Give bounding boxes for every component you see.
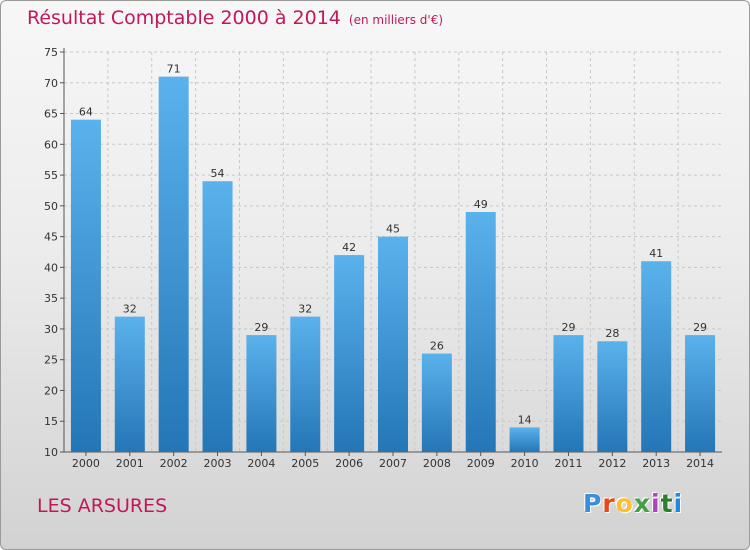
- logo-letter: t: [660, 489, 674, 518]
- x-tick-label-2011: 2011: [554, 457, 582, 470]
- x-tick-label-2000: 2000: [72, 457, 100, 470]
- value-label-2007: 45: [386, 223, 400, 236]
- y-tick-label: 55: [44, 169, 58, 182]
- bar-2008: [421, 353, 452, 452]
- bar-2014: [685, 335, 716, 452]
- value-label-2011: 29: [561, 321, 575, 334]
- value-label-2003: 54: [211, 167, 225, 180]
- y-tick-label: 35: [44, 292, 58, 305]
- x-tick-label-2006: 2006: [335, 457, 363, 470]
- commune-name: LES ARSURES: [37, 495, 168, 517]
- value-label-2002: 71: [167, 63, 181, 76]
- bar-2010: [509, 427, 540, 452]
- logo-letter: P: [583, 489, 603, 518]
- x-tick-label-2013: 2013: [642, 457, 670, 470]
- bar-2006: [334, 255, 365, 452]
- bar-2003: [202, 181, 233, 452]
- value-label-2006: 42: [342, 241, 356, 254]
- chart-title: Résultat Comptable 2000 à 2014 (en millie…: [27, 7, 443, 29]
- logo-letter: o: [615, 489, 634, 518]
- logo-letter: i: [651, 489, 661, 518]
- x-tick-label-2007: 2007: [379, 457, 407, 470]
- value-label-2000: 64: [79, 106, 93, 119]
- y-tick-label: 50: [44, 200, 58, 213]
- x-tick-label-2012: 2012: [598, 457, 626, 470]
- value-label-2013: 41: [649, 247, 663, 260]
- bar-2002: [158, 76, 189, 452]
- y-tick-label: 25: [44, 354, 58, 367]
- x-tick-label-2004: 2004: [247, 457, 275, 470]
- bar-2013: [641, 261, 672, 452]
- logo-letter: x: [633, 489, 651, 518]
- y-tick-label: 60: [44, 138, 58, 151]
- x-tick-label-2003: 2003: [204, 457, 232, 470]
- x-tick-label-2010: 2010: [511, 457, 539, 470]
- bars: [70, 76, 716, 452]
- y-tick-label: 20: [44, 384, 58, 397]
- x-tick-label-2001: 2001: [116, 457, 144, 470]
- proxiti-logo: Proxiti: [583, 489, 683, 518]
- value-label-2009: 49: [474, 198, 488, 211]
- value-label-2014: 29: [693, 321, 707, 334]
- bar-2012: [597, 341, 628, 452]
- value-label-2005: 32: [298, 303, 312, 316]
- bar-2001: [114, 316, 145, 452]
- x-tick-label-2002: 2002: [160, 457, 188, 470]
- value-label-2001: 32: [123, 303, 137, 316]
- y-tick-label: 65: [44, 108, 58, 121]
- value-labels: 64 32 71 54 29 32 42 45 26 49 14 29 28 41 29: [79, 63, 707, 427]
- title-unit: (en milliers d'€): [348, 13, 444, 27]
- bar-2009: [465, 212, 496, 452]
- bar-2005: [290, 316, 321, 452]
- logo-letter: i: [673, 489, 684, 518]
- value-label-2008: 26: [430, 340, 444, 353]
- x-tick-label-2014: 2014: [686, 457, 714, 470]
- y-tick-label: 40: [44, 261, 58, 274]
- y-tick-label: 30: [44, 323, 58, 336]
- title-main: Résultat Comptable 2000 à 2014: [27, 7, 341, 29]
- x-tick-label-2009: 2009: [467, 457, 495, 470]
- logo-letter: r: [602, 489, 616, 518]
- bar-2004: [246, 335, 277, 452]
- bar-2007: [378, 236, 408, 452]
- y-tick-label: 15: [44, 415, 58, 428]
- bar-2011: [553, 335, 584, 452]
- x-tick-label-2005: 2005: [291, 457, 319, 470]
- value-label-2010: 14: [518, 413, 532, 426]
- bar-2000: [70, 119, 101, 452]
- y-tick-label: 45: [44, 231, 58, 244]
- x-tick-label-2008: 2008: [423, 457, 451, 470]
- y-tick-label: 70: [44, 77, 58, 90]
- value-label-2004: 29: [254, 321, 268, 334]
- value-label-2012: 28: [605, 327, 619, 340]
- y-tick-label: 10: [44, 446, 58, 459]
- y-tick-label: 75: [44, 46, 58, 59]
